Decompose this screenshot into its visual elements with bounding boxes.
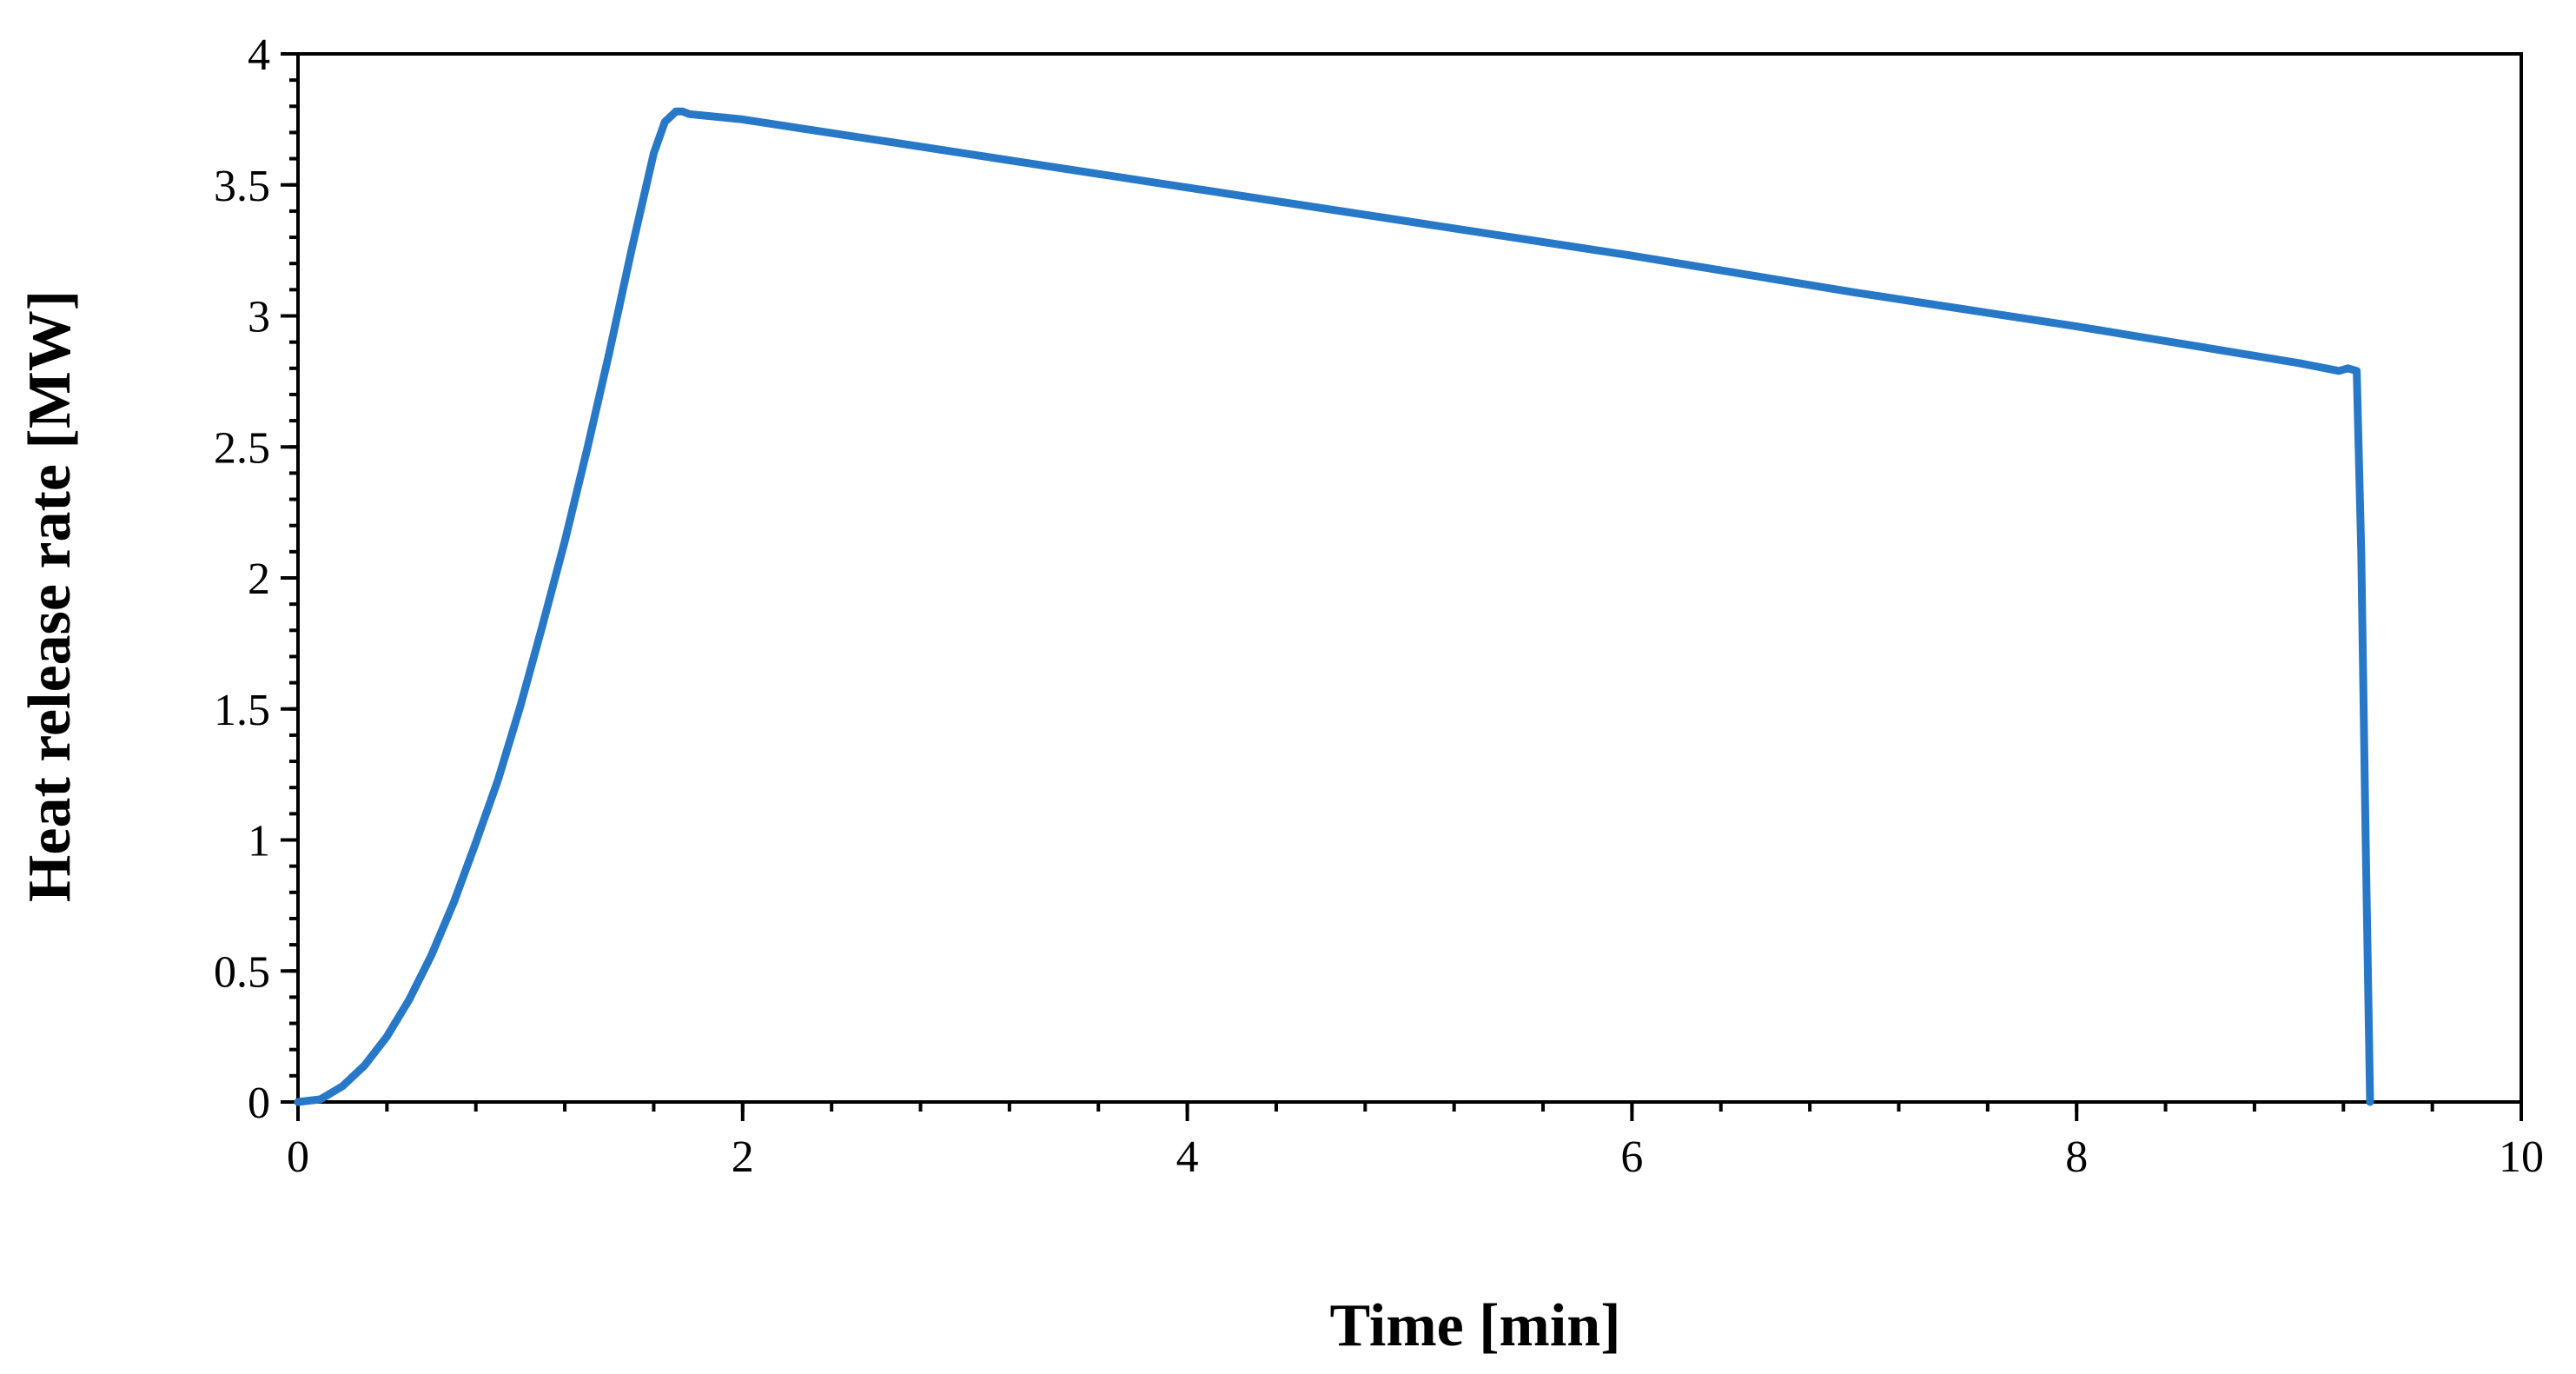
y-tick-label: 2 bbox=[248, 554, 270, 604]
y-tick-label: 2.5 bbox=[214, 423, 270, 473]
x-axis-title: Time [min] bbox=[1329, 1292, 1620, 1359]
y-tick-label: 0 bbox=[248, 1079, 270, 1128]
plot-frame bbox=[296, 52, 2523, 1104]
x-tick-label: 6 bbox=[1620, 1132, 1643, 1182]
y-tick-label: 3.5 bbox=[214, 162, 270, 211]
x-tick-label: 0 bbox=[287, 1132, 309, 1182]
major-ticks bbox=[281, 52, 2523, 1121]
x-tick-label: 2 bbox=[732, 1132, 754, 1182]
y-tick-label: 1.5 bbox=[214, 686, 270, 735]
series-layer bbox=[294, 107, 2374, 1106]
x-tick-label: 4 bbox=[1176, 1132, 1199, 1182]
y-tick-label: 1 bbox=[248, 817, 270, 866]
y-tick-label: 4 bbox=[248, 30, 270, 80]
series-line bbox=[294, 107, 2374, 1106]
x-tick-label: 10 bbox=[2499, 1132, 2544, 1182]
y-tick-label: 0.5 bbox=[214, 947, 270, 997]
x-tick-labels: 0 2 4 6 8 10 bbox=[287, 1132, 2544, 1182]
x-tick-label: 8 bbox=[2065, 1132, 2088, 1182]
y-tick-label: 3 bbox=[248, 293, 270, 342]
minor-ticks bbox=[289, 52, 2523, 1112]
y-axis-title: Heat release rate [MW] bbox=[17, 290, 83, 902]
y-tick-labels: 0 0.5 1 1.5 2 2.5 3 3.5 4 bbox=[214, 30, 270, 1128]
plot-area bbox=[296, 52, 2523, 1104]
